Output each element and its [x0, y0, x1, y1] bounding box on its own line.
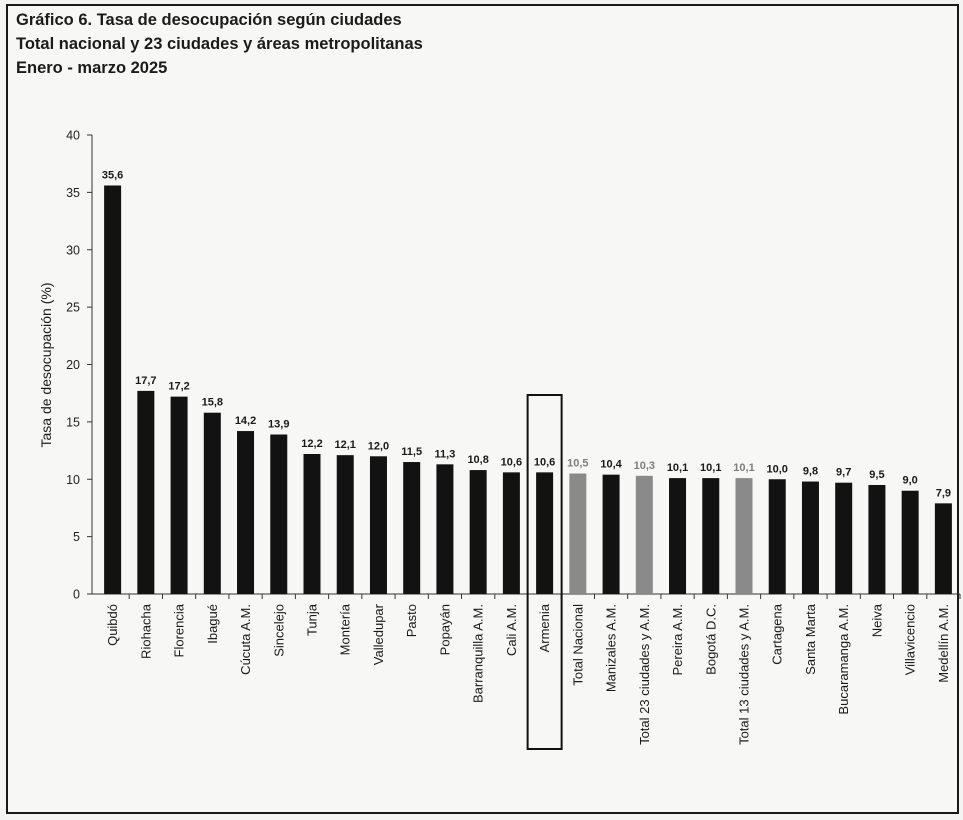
bar-value-label: 14,2 — [235, 415, 256, 427]
x-tick-label: Total 23 ciudades y A.M. — [637, 604, 652, 745]
bar-value-label: 10,1 — [667, 462, 688, 474]
bar-value-label: 10,0 — [767, 463, 788, 475]
y-tick-label: 0 — [73, 588, 80, 602]
bar — [369, 456, 387, 594]
x-tick-label: Manizales A.M. — [604, 604, 619, 692]
bar — [237, 431, 255, 594]
y-tick-label: 15 — [66, 415, 80, 429]
bar — [569, 473, 587, 594]
x-tick-label: Santa Marta — [803, 603, 818, 675]
x-tick-label: Bucaramanga A.M. — [836, 604, 851, 715]
bar-value-label: 9,7 — [836, 467, 851, 479]
bar-value-label: 13,9 — [268, 418, 289, 430]
x-tick-label: Montería — [338, 603, 353, 655]
x-tick-label: Total 13 ciudades y A.M. — [737, 604, 752, 745]
bar — [768, 479, 786, 594]
bar — [436, 464, 454, 594]
highlight-box — [526, 394, 563, 750]
bar-value-label: 12,2 — [301, 438, 322, 450]
bar-value-label: 35,6 — [102, 169, 123, 181]
bar — [735, 478, 753, 594]
bar-value-label: 12,0 — [368, 440, 389, 452]
chart-frame — [6, 4, 959, 814]
x-tick-label: Pasto — [404, 604, 419, 637]
bar-value-label: 17,7 — [135, 375, 156, 387]
bar — [536, 472, 554, 594]
x-tick-label: Riohacha — [138, 603, 153, 659]
bar-value-label: 10,1 — [733, 462, 754, 474]
x-tick-label: Medellín A.M. — [936, 604, 951, 683]
bar — [203, 412, 221, 594]
chart-titles: Gráfico 6. Tasa de desocupación según ci… — [16, 8, 423, 80]
bar — [801, 481, 819, 594]
bar-value-label: 10,8 — [467, 454, 488, 466]
bar — [868, 484, 886, 594]
bar-value-label: 10,6 — [501, 456, 522, 468]
bar — [901, 490, 919, 594]
bar-value-label: 9,5 — [869, 469, 884, 481]
bar-value-label: 7,9 — [936, 487, 951, 499]
bar — [303, 454, 321, 594]
x-tick-label: Pereira A.M. — [670, 604, 685, 676]
y-tick-label: 5 — [73, 530, 80, 544]
x-tick-label: Neiva — [869, 603, 884, 637]
chart-period: Enero - marzo 2025 — [16, 59, 168, 77]
bar-value-label: 10,5 — [567, 458, 588, 470]
bar-value-label: 11,5 — [401, 446, 422, 458]
x-tick-label: Quibdó — [105, 604, 120, 646]
x-tick-label: Florencia — [172, 603, 187, 657]
x-tick-label: Tunja — [305, 603, 320, 636]
bar — [104, 185, 122, 595]
bar-value-label: 10,3 — [634, 460, 655, 472]
bar — [934, 503, 952, 594]
x-tick-label: Cúcuta A.M. — [238, 604, 253, 675]
bar — [270, 434, 288, 594]
chart-title: Gráfico 6. Tasa de desocupación según ci… — [16, 11, 402, 29]
x-tick-label: Popayán — [437, 604, 452, 655]
bar — [170, 396, 188, 594]
y-axis-label: Tasa de desocupación (%) — [38, 283, 54, 448]
bar — [469, 470, 487, 594]
chart-subtitle: Total nacional y 23 ciudades y áreas met… — [16, 35, 423, 53]
x-tick-label: Valledupar — [371, 603, 386, 665]
y-tick-label: 25 — [66, 301, 80, 315]
x-tick-label: Ibagué — [205, 604, 220, 644]
bar-value-label: 10,4 — [600, 459, 622, 471]
bar — [137, 390, 155, 594]
bar-value-label: 10,1 — [700, 462, 721, 474]
bar — [336, 455, 354, 594]
bar — [669, 478, 687, 594]
bar — [502, 472, 520, 594]
x-tick-label: Villavicencio — [903, 604, 918, 675]
bar-value-label: 9,0 — [903, 475, 918, 487]
x-tick-label: Bogotá D.C. — [703, 604, 718, 675]
y-tick-label: 35 — [66, 186, 80, 200]
bar — [635, 475, 653, 594]
x-tick-label: Total Nacional — [570, 604, 585, 686]
bar-value-label: 12,1 — [335, 439, 356, 451]
bar — [702, 478, 720, 594]
bar-value-label: 15,8 — [202, 397, 223, 409]
bar-value-label: 9,8 — [803, 466, 818, 478]
y-tick-label: 30 — [66, 243, 80, 257]
bar-value-label: 10,6 — [534, 456, 555, 468]
y-tick-label: 20 — [66, 358, 80, 372]
bar-value-label: 11,3 — [435, 448, 456, 460]
bar — [602, 474, 620, 594]
bar-value-label: 17,2 — [168, 381, 189, 393]
y-tick-label: 10 — [66, 473, 80, 487]
x-tick-label: Armenia — [537, 603, 552, 652]
x-tick-label: Sincelejo — [271, 604, 286, 657]
bar — [835, 482, 853, 594]
x-tick-label: Cartagena — [770, 603, 785, 664]
x-tick-label: Cali A.M. — [504, 604, 519, 656]
bar — [403, 462, 421, 594]
x-tick-label: Barranquilla A.M. — [471, 604, 486, 703]
y-tick-label: 40 — [66, 129, 80, 143]
